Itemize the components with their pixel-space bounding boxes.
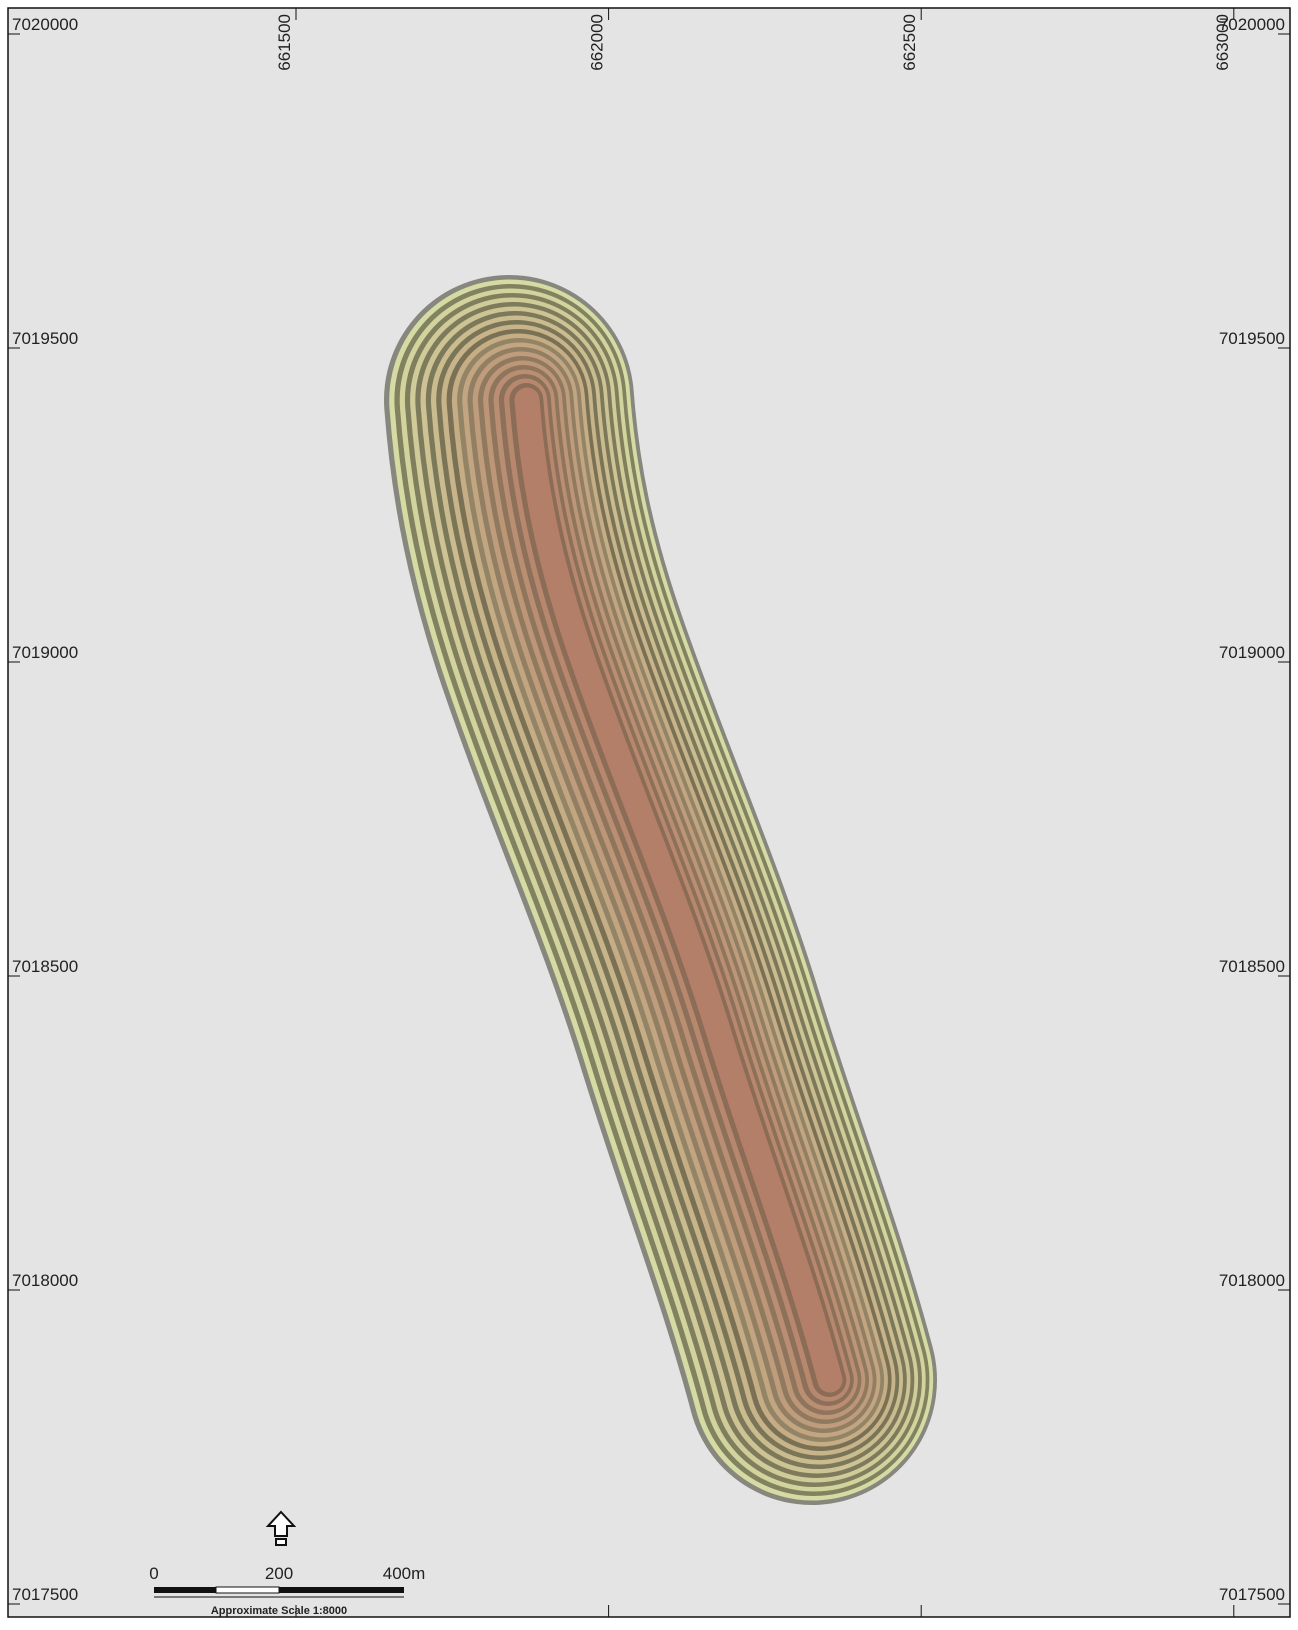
northing-label: 7018000 — [12, 1271, 78, 1290]
northing-label: 7019000 — [1219, 643, 1285, 662]
northing-label: 7018500 — [1219, 957, 1285, 976]
northing-label: 7020000 — [1219, 15, 1285, 34]
scale-caption: Approximate Scale 1:8000 — [211, 1605, 347, 1617]
northing-label: 7017500 — [1219, 1585, 1285, 1604]
northing-label: 7019500 — [1219, 329, 1285, 348]
northing-label: 7018500 — [12, 957, 78, 976]
page: 6615006620006625006630007020000702000070… — [0, 0, 1298, 1625]
scale-label: 400m — [383, 1564, 426, 1583]
northing-label: 7017500 — [12, 1585, 78, 1604]
map: 6615006620006625006630007020000702000070… — [0, 0, 1298, 1625]
northing-label: 7019500 — [12, 329, 78, 348]
northing-label: 7018000 — [1219, 1271, 1285, 1290]
easting-label: 662500 — [900, 14, 919, 71]
northing-label: 7020000 — [12, 15, 78, 34]
scale-label: 200 — [265, 1564, 293, 1583]
easting-label: 662000 — [588, 14, 607, 71]
scale-label: 0 — [149, 1564, 158, 1583]
easting-label: 661500 — [275, 14, 294, 71]
northing-label: 7019000 — [12, 643, 78, 662]
